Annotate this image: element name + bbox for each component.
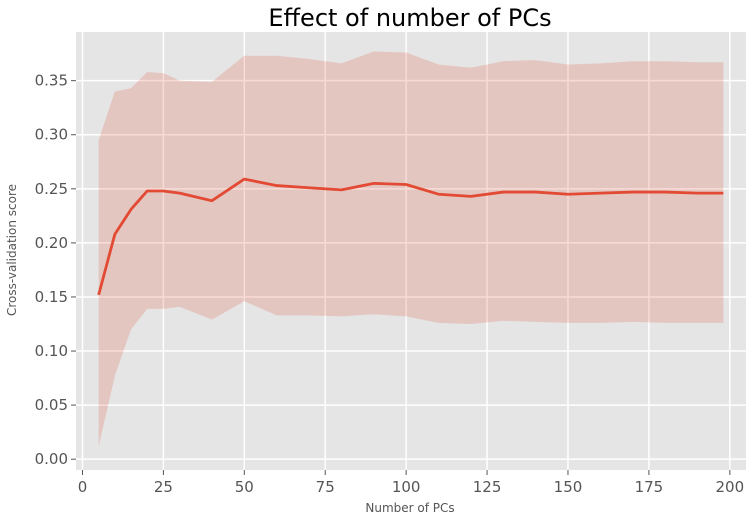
y-tick-label: 0.20	[35, 234, 68, 252]
x-tick-label: 200	[715, 478, 744, 496]
y-axis-label: Cross-validation score	[5, 184, 19, 316]
x-tick-label: 175	[635, 478, 664, 496]
x-tick-label: 75	[316, 478, 335, 496]
plot-area	[76, 32, 746, 470]
grid	[76, 32, 746, 470]
std-band-area	[98, 51, 724, 447]
chart-title: Effect of number of PCs	[268, 4, 551, 32]
confidence-band	[98, 51, 724, 447]
x-axis-ticks: 0 25 50 75 100 125 150 175 200	[78, 470, 744, 496]
y-tick-label: 0.25	[35, 180, 68, 198]
y-tick-label: 0.30	[35, 126, 68, 144]
x-tick-label: 0	[78, 478, 88, 496]
y-tick-label: 0.05	[35, 396, 68, 414]
x-tick-label: 100	[392, 478, 421, 496]
y-tick-label: 0.15	[35, 288, 68, 306]
x-tick-label: 50	[235, 478, 254, 496]
mean-line	[97, 177, 724, 296]
x-tick-label: 25	[154, 478, 173, 496]
x-axis-label: Number of PCs	[365, 501, 454, 515]
x-tick-label: 125	[473, 478, 502, 496]
x-tick-label: 150	[554, 478, 583, 496]
y-axis-ticks: 0.00 0.05 0.10 0.15 0.20 0.25 0.30 0.35	[35, 72, 76, 468]
y-tick-label: 0.00	[35, 450, 68, 468]
y-tick-label: 0.35	[35, 72, 68, 90]
y-tick-label: 0.10	[35, 342, 68, 360]
